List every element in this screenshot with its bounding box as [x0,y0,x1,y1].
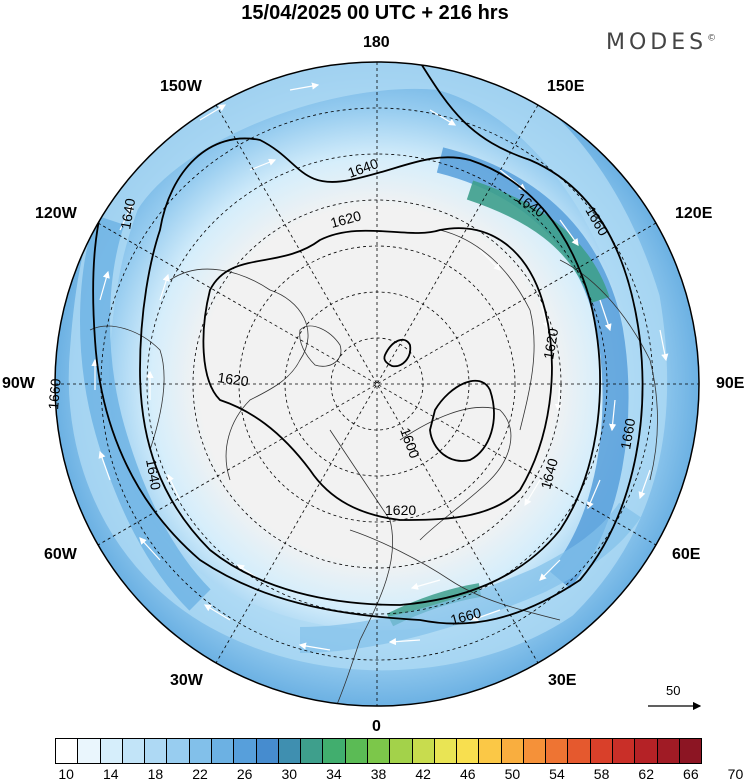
colorbar-cell [367,739,391,763]
colorbar-cell [56,739,79,763]
colorbar-tick-label: 66 [683,766,699,782]
colorbar-cell [234,739,257,763]
colorbar-cell [568,739,591,763]
lon-label-90w: 90W [2,375,35,392]
colorbar-cell [635,739,658,763]
colorbar-cell [412,739,435,763]
contour-label: 1640 [117,197,138,231]
colorbar-tick-label: 58 [593,766,610,782]
colorbar-cell [390,739,413,763]
contour-label: 1660 [45,378,64,411]
colorbar-tick-label: 46 [459,766,476,782]
contour-1600-low [429,379,495,462]
jet-band-south [299,502,641,653]
colorbar-tick-labels: 10 14 18 22 26 30 34 38 42 46 50 54 58 62 66 70 [0,766,750,782]
lon-label-60e: 60E [672,546,701,563]
colorbar-cell [434,739,458,763]
coastlines [89,229,658,706]
lon-label-30e: 30E [548,672,577,689]
wind-vectors [91,82,669,651]
lon-label-120e: 120E [675,205,713,222]
colorbar-cell [457,739,480,763]
brand-logo: MODES© [606,30,717,55]
colorbar-tick-label: 14 [102,766,119,782]
lon-label-30w: 30W [170,672,203,689]
contour-label: 1660 [617,417,638,451]
contour-label: 1640 [143,458,164,492]
colorbar-tick-label: 10 [58,766,74,782]
colorbar-tick-label: 18 [147,766,164,782]
colorbar-cell [679,739,702,763]
colorbar-cell [211,739,235,763]
colorbar-cell [167,739,190,763]
jet-band-core-west [80,215,211,611]
colorbar-cell [189,739,212,763]
colorbar-tick-label: 38 [370,766,387,782]
map-border [54,61,700,707]
reference-vector-label: 50 [666,683,681,698]
colorbar-cell [301,739,324,763]
map-title: 15/04/2025 00 UTC + 216 hrs [241,2,509,24]
lon-label-150w: 150W [160,78,202,95]
colorbar-cell [613,739,636,763]
colorbar-tick-label: 50 [504,766,521,782]
lon-label-60w: 60W [44,546,77,563]
colorbar-tick-label: 54 [549,766,565,782]
colorbar-cell [546,739,569,763]
jet-band-outer [68,62,668,671]
colorbar-tick-label: 30 [281,766,298,782]
colorbar-cell [523,739,547,763]
contour-1640 [139,137,601,606]
height-contours [92,62,644,625]
colorbar-cell [278,739,302,763]
colorbar-cell [78,739,101,763]
colorbar-cell [590,739,614,763]
contour-label: 1660 [449,604,483,628]
lon-label-180: 180 [363,34,390,51]
contour-label: 1620 [329,207,363,231]
contour-1660 [92,62,644,625]
contour-label: 1620 [540,327,561,361]
contour-label: 1640 [537,456,561,490]
colorbar-cell [256,739,279,763]
colorbar-tick-label: 26 [236,766,253,782]
colorbar-cell [657,739,680,763]
colorbar-tick-label: 70 [727,766,744,782]
lon-label-150e: 150E [547,78,585,95]
contour-1620 [202,227,553,521]
colorbar-tick-label: 42 [415,766,431,782]
polar-map: 1640 1620 1640 1660 1660 1640 1620 1620 … [45,61,702,711]
colorbar-cell [100,739,123,763]
colorbar-tick-label: 22 [192,766,208,782]
colorbar-tick-label: 34 [326,766,342,782]
colorbar-cell [323,739,346,763]
colorbar-cell [479,739,502,763]
colorbar-cell [145,739,168,763]
colorbar-cell [345,739,368,763]
colorbar-tick-label: 62 [638,766,655,782]
jet-streak-green-ne [466,180,610,304]
colorbar [55,738,702,764]
contour-label: 1620 [385,502,416,518]
lon-label-90e: 90E [716,375,745,392]
lon-label-0: 0 [372,718,381,735]
contour-label: 1620 [217,369,250,389]
colorbar-cell [501,739,524,763]
colorbar-cell [122,739,146,763]
lon-label-120w: 120W [35,205,77,222]
contour-inner-low [383,338,412,368]
map-disk [55,62,699,706]
